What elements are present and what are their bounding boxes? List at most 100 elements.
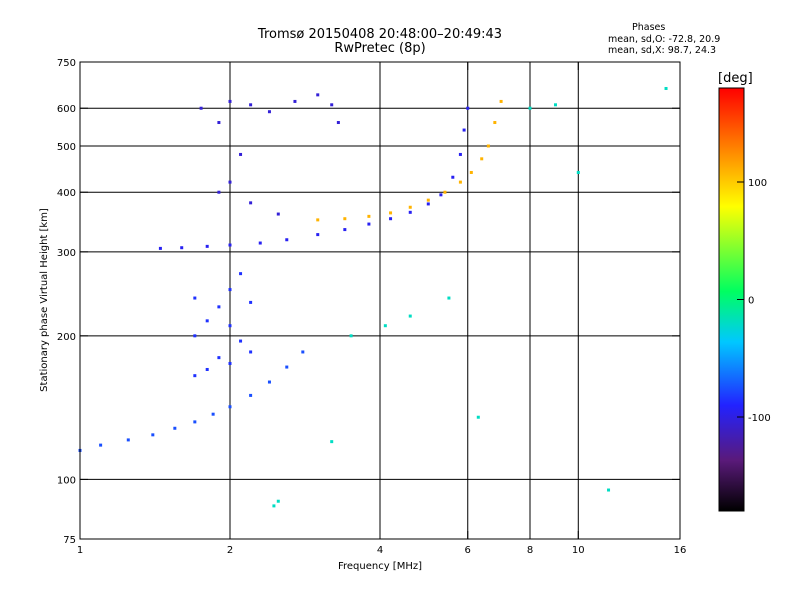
data-point (276, 499, 280, 503)
data-point (211, 412, 215, 416)
data-point (439, 193, 443, 197)
data-point (205, 319, 209, 323)
data-point (126, 438, 130, 442)
data-point (466, 106, 470, 110)
x-tick-label: 16 (674, 545, 687, 556)
phase-stats-o: mean, sd,O: -72.8, 20.9 (608, 34, 721, 45)
y-tick-label: 600 (57, 104, 76, 115)
data-point (576, 170, 580, 174)
phase-stats-heading: Phases (632, 22, 666, 33)
data-point (553, 103, 557, 107)
data-point (276, 212, 280, 216)
data-point (469, 170, 473, 174)
data-point (228, 405, 232, 409)
data-point (458, 152, 462, 156)
axis-ticks: 1 2 4 6 8 10 16 75 100 200 300 400 500 600 750 (57, 58, 686, 556)
data-point (173, 426, 177, 430)
data-point (99, 443, 103, 447)
data-point (228, 288, 232, 292)
data-point (607, 488, 611, 492)
data-point (228, 180, 232, 184)
data-point (316, 93, 320, 97)
data-point (528, 106, 532, 110)
data-point (447, 296, 451, 300)
colorbar-tick-label: -100 (748, 413, 771, 424)
data-point (383, 324, 387, 328)
data-point (285, 238, 289, 242)
data-point (228, 243, 232, 247)
data-point (426, 202, 430, 206)
data-point (217, 356, 221, 360)
data-point (389, 211, 393, 215)
colorbar-ticks: -100 0 100 (737, 178, 771, 424)
data-point (228, 324, 232, 328)
data-point (239, 339, 243, 343)
data-point (217, 305, 221, 309)
data-point (443, 190, 447, 194)
data-point (180, 246, 184, 250)
x-tick-label: 2 (227, 545, 233, 556)
data-point (217, 121, 221, 125)
data-point (486, 144, 490, 148)
data-point (330, 440, 334, 444)
data-point (267, 380, 271, 384)
y-tick-label: 75 (63, 535, 76, 546)
colorbar-tick-label: 0 (748, 296, 754, 307)
data-point (205, 244, 209, 248)
phase-stats-x: mean, sd,X: 98.7, 24.3 (608, 45, 717, 56)
data-point (330, 103, 334, 107)
data-point (151, 433, 155, 437)
data-point (293, 99, 297, 103)
data-point (239, 272, 243, 276)
x-tick-label: 8 (527, 545, 533, 556)
data-point (458, 180, 462, 184)
data-point (217, 190, 221, 194)
data-point (193, 334, 197, 338)
colorbar-label: [deg] (718, 71, 753, 86)
data-point (249, 350, 253, 354)
x-tick-label: 4 (377, 545, 383, 556)
data-point (258, 241, 262, 245)
data-point (239, 152, 243, 156)
data-point (272, 504, 276, 508)
data-point (193, 420, 197, 424)
y-tick-label: 750 (57, 58, 76, 69)
data-point (499, 99, 503, 103)
y-axis-label: Stationary phase Virtual Height [km] (39, 208, 50, 392)
data-point (193, 374, 197, 378)
data-point (426, 198, 430, 202)
data-point (408, 314, 412, 318)
data-point (664, 86, 668, 90)
data-point (367, 222, 371, 226)
data-point (343, 228, 347, 232)
x-axis-label: Frequency [MHz] (338, 561, 422, 572)
data-point (228, 361, 232, 365)
data-point (408, 205, 412, 209)
data-point (301, 350, 305, 354)
data-point (249, 393, 253, 397)
data-point (285, 365, 289, 369)
y-tick-label: 500 (57, 142, 76, 153)
data-point (158, 246, 162, 250)
data-point (476, 415, 480, 419)
data-point (249, 201, 253, 205)
data-point (451, 175, 455, 179)
data-point (228, 99, 232, 103)
data-point (316, 218, 320, 222)
data-point (249, 103, 253, 107)
y-tick-label: 200 (57, 332, 76, 343)
grid-lines (80, 62, 680, 539)
data-point (249, 300, 253, 304)
data-point (267, 110, 271, 114)
data-point (205, 367, 209, 371)
data-point (493, 121, 497, 125)
data-point (316, 233, 320, 237)
data-point (462, 128, 466, 132)
y-tick-label: 300 (57, 248, 76, 259)
data-point (367, 214, 371, 218)
data-points (78, 86, 668, 508)
colorbar-tick-label: 100 (748, 178, 767, 189)
data-point (193, 296, 197, 300)
x-tick-label: 6 (465, 545, 471, 556)
